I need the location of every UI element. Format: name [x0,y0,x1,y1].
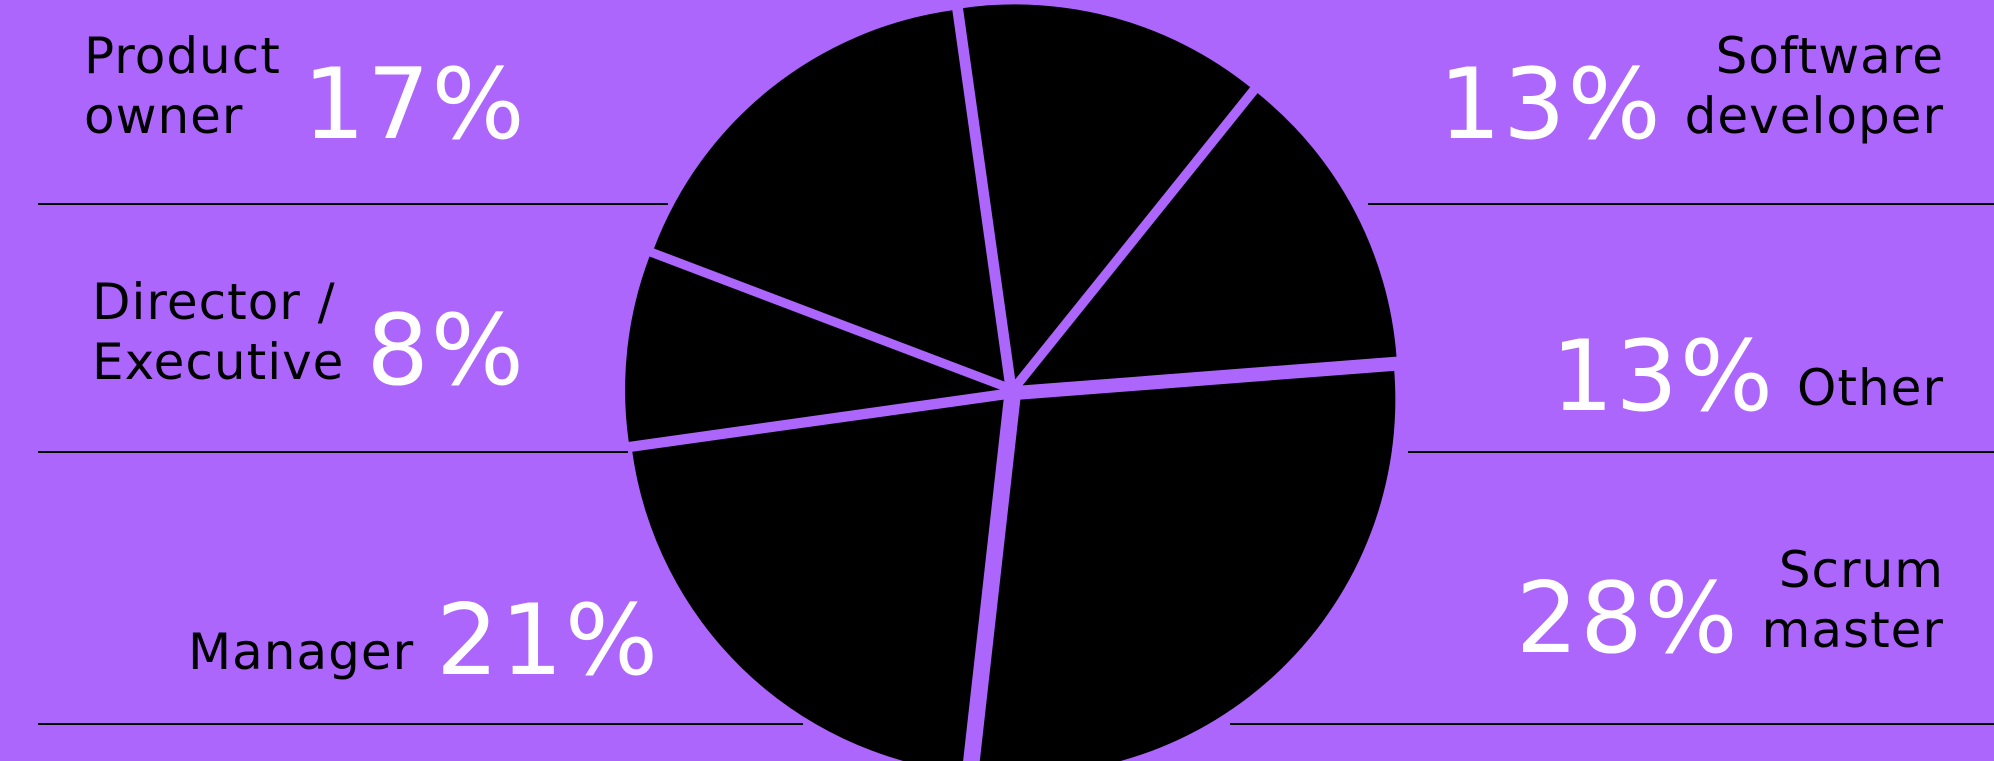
legend-manager: Manager 21% [188,584,660,690]
slice-value-product-owner: 17% [302,48,527,162]
legend-director-executive: Director / Executive 8% [92,272,526,400]
divider-scrum-master [1230,723,1994,725]
slice-label-product-owner: Product owner [84,27,281,145]
pie-slice-software-developer [962,4,1251,380]
divider-software-developer [1368,203,1994,205]
slice-value-other: 13% [1551,320,1776,434]
slice-label-scrum-master: Scrum master [1761,541,1944,659]
legend-software-developer: 13% Software developer [1439,26,1944,154]
pie-slice-other [1022,93,1397,386]
divider-other [1408,451,1994,453]
pie-slice-manager [632,399,1004,761]
pie-slice-scrum-master [979,370,1396,761]
legend-other: 13% Other [1551,320,1944,426]
slice-value-software-developer: 13% [1438,48,1663,162]
pie-slice-product-owner [653,10,1005,382]
divider-manager [38,723,803,725]
pie-slice-director-executive [625,256,1001,442]
divider-product-owner [38,203,668,205]
slice-label-other: Other [1797,359,1944,417]
slice-label-software-developer: Software developer [1684,27,1944,145]
slice-value-manager: 21% [436,584,660,698]
legend-product-owner: Product owner 17% [84,26,527,154]
slice-value-scrum-master: 28% [1515,562,1740,676]
slice-value-director-executive: 8% [366,294,526,408]
slice-label-manager: Manager [188,623,415,681]
legend-scrum-master: 28% Scrum master [1516,540,1944,668]
divider-director-executive [38,451,628,453]
slice-label-director-executive: Director / Executive [92,273,345,391]
